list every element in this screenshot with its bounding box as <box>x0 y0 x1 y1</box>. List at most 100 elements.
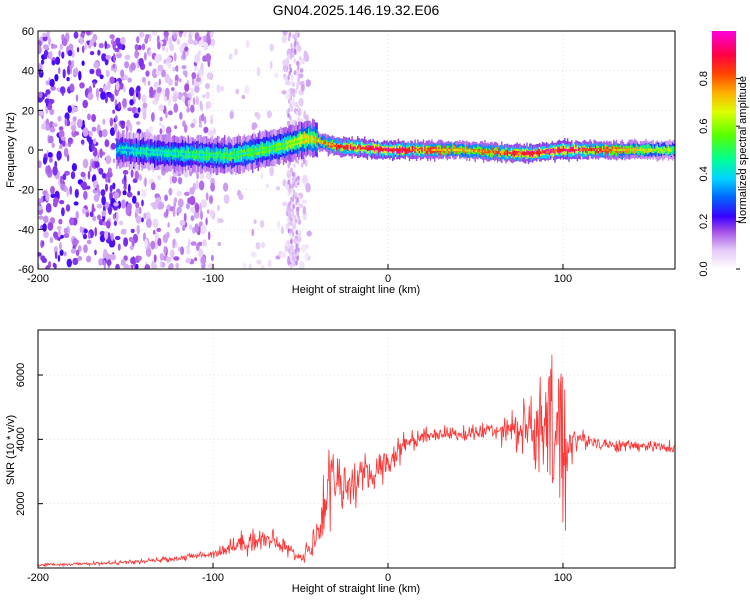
spectrogram-band-core <box>436 149 439 151</box>
spectrogram-noise-speckle <box>287 98 291 104</box>
chart-title: GN04.2025.146.19.32.E06 <box>273 2 440 18</box>
spectrogram-noise-speckle <box>98 258 103 266</box>
spectrogram-band-slice <box>284 143 286 151</box>
spectrogram-noise-speckle <box>53 231 58 239</box>
spectrogram-noise-speckle <box>290 239 293 245</box>
spectrogram-band-core <box>422 149 425 151</box>
spectrogram-noise-speckle <box>59 241 62 251</box>
snr-x-tick-label: 100 <box>554 572 572 584</box>
spectrogram-noise-speckle <box>114 47 120 53</box>
spectrogram-band-core <box>169 152 171 155</box>
spectrogram-noise-speckle <box>88 85 92 95</box>
spectrogram-noise-speckle <box>291 106 294 112</box>
spectrogram-noise-speckle <box>110 127 115 136</box>
spectrogram-noise-speckle <box>251 228 255 237</box>
spectrogram-band-core <box>284 144 286 147</box>
spectrogram-x-tick-label: -100 <box>202 273 224 285</box>
spectrogram-noise-speckle <box>92 138 97 145</box>
spectrogram-noise-speckle <box>200 199 207 209</box>
spectrogram-noise-speckle <box>294 40 297 46</box>
spectrogram-noise-speckle <box>269 166 275 177</box>
spectrogram-band-core <box>128 149 131 152</box>
spectrogram-band-core <box>344 145 346 148</box>
spectrogram-band-core <box>494 151 496 154</box>
spectrogram-band-core <box>499 151 502 154</box>
spectrogram-noise-speckle <box>134 170 139 180</box>
spectrogram-band-core <box>576 149 579 151</box>
spectrogram-band-core <box>551 150 553 153</box>
spectrogram-noise-speckle <box>167 222 170 228</box>
spectrogram-band-core <box>579 149 581 151</box>
spectrogram-band-core <box>408 149 411 151</box>
spectrogram-band-core <box>629 149 632 151</box>
spectrogram-noise-speckle <box>91 114 96 122</box>
spectrogram-band-core <box>198 153 201 156</box>
spectrogram-noise-speckle <box>98 42 104 49</box>
spectrogram-band-core <box>617 149 619 151</box>
spectrogram-band-core <box>254 150 257 153</box>
spectrogram-noise-speckle <box>184 70 188 78</box>
spectrogram-noise-speckle <box>300 162 304 168</box>
spectrogram-band-core <box>351 146 353 149</box>
spectrogram-noise-speckle <box>302 174 308 185</box>
spectrogram-noise-speckle <box>287 163 290 169</box>
spectrogram-band-slice <box>211 150 213 158</box>
spectrogram-noise-speckle <box>78 245 82 253</box>
spectrogram-noise-speckle <box>124 179 127 189</box>
spectrogram-noise-speckle <box>299 261 305 269</box>
spectrogram-noise-speckle <box>49 108 55 116</box>
spectrogram-band-core <box>130 149 132 152</box>
spectrogram-noise-speckle <box>83 228 88 234</box>
spectrogram-band-slice <box>351 141 353 151</box>
spectrogram-noise-speckle <box>86 255 92 263</box>
snr-y-tick-label: 2000 <box>15 491 27 515</box>
spectrogram-band-core <box>352 146 355 149</box>
spectrogram-noise-speckle <box>99 87 104 93</box>
spectrogram-noise-speckle <box>109 184 113 193</box>
spectrogram-noise-speckle <box>103 259 106 269</box>
spectrogram-noise-speckle <box>151 68 158 79</box>
spectrogram-band-slice <box>308 135 310 144</box>
spectrogram-noise-speckle <box>126 191 133 198</box>
spectrogram-noise-speckle <box>217 204 220 212</box>
spectrogram-noise-speckle <box>169 175 173 185</box>
spectrogram-peak-spot <box>402 148 409 152</box>
spectrogram-noise-speckle <box>289 228 293 234</box>
spectrogram-noise-speckle <box>67 65 71 75</box>
spectrogram-noise-speckle <box>110 232 114 242</box>
spectrogram-noise-speckle <box>139 31 145 38</box>
spectrogram-band-slice <box>411 145 413 152</box>
spectrogram-noise-speckle <box>203 35 207 43</box>
spectrogram-band-core <box>618 149 621 151</box>
spectrogram-band-core <box>264 148 266 151</box>
spectrogram-noise-speckle <box>49 157 53 163</box>
spectrogram-band-slice <box>463 149 465 155</box>
spectrogram-band-core <box>242 152 244 155</box>
spectrogram-noise-speckle <box>298 73 304 79</box>
spectrogram-noise-speckle <box>89 51 95 56</box>
spectrogram-band-core <box>147 150 149 153</box>
spectrogram-noise-speckle <box>38 91 43 98</box>
spectrogram-band-slice <box>453 145 455 153</box>
spectrogram-band-core <box>590 149 593 151</box>
spectrogram-noise-speckle <box>98 167 104 175</box>
spectrogram-band-slice <box>214 152 216 161</box>
spectrogram-noise-speckle <box>288 88 291 94</box>
spectrogram-noise-speckle <box>156 86 162 94</box>
spectrogram-band-core <box>187 153 189 156</box>
spectrogram-band-slice <box>627 148 629 155</box>
spectrogram-band-core <box>607 149 609 151</box>
spectrogram-noise-speckle <box>291 179 295 185</box>
spectrogram-noise-speckle <box>102 118 106 125</box>
spectrogram-band-core <box>170 152 173 155</box>
spectrogram-band-slice <box>611 146 614 151</box>
spectrogram-noise-speckle <box>124 54 131 61</box>
spectrogram-noise-speckle <box>154 54 160 64</box>
spectrogram-noise-speckle <box>144 51 147 61</box>
spectrogram-band-slice <box>646 150 649 153</box>
spectrogram-noise-speckle <box>291 196 294 202</box>
snr-y-tick-label: 4000 <box>15 427 27 451</box>
spectrogram-band-slice <box>358 144 360 148</box>
spectrogram-band-core <box>476 150 478 153</box>
spectrogram-band-core <box>159 151 161 154</box>
